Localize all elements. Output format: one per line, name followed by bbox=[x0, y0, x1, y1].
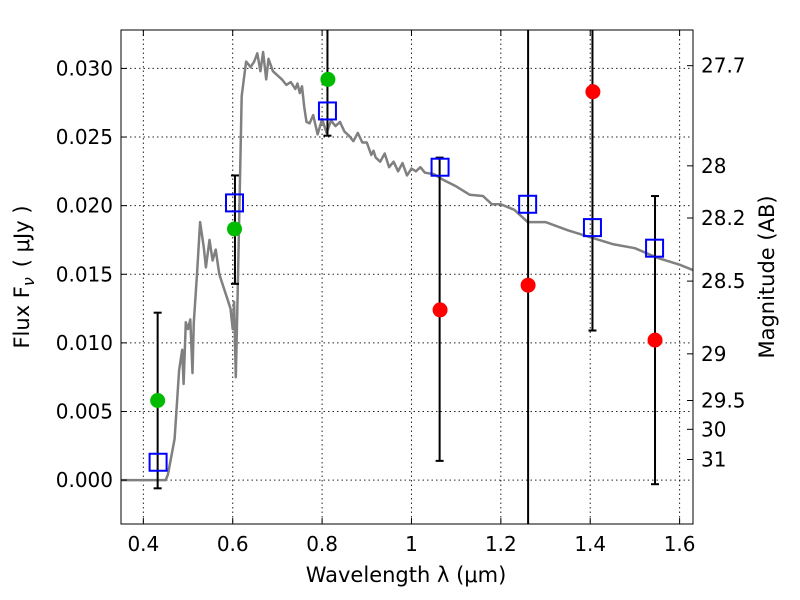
y-axis-title-main: Flux F bbox=[10, 286, 34, 348]
y2-tick-label: 30 bbox=[701, 417, 726, 441]
y-tick-label: 0.005 bbox=[56, 399, 113, 423]
y-axis-title-unit: ( μJy ) bbox=[10, 205, 34, 267]
observed-flux-point bbox=[150, 393, 166, 408]
x-tick-label: 1.2 bbox=[485, 532, 517, 556]
model-flux-square bbox=[225, 193, 245, 213]
x-tick-label: 0.4 bbox=[127, 532, 159, 556]
y-tick-label: 0.015 bbox=[56, 262, 113, 286]
y-axis-title: Flux Fν ( μJy ) bbox=[10, 205, 38, 348]
plot-frame bbox=[120, 29, 694, 525]
observed-flux-point bbox=[432, 302, 448, 318]
y-tick-label: 0.030 bbox=[56, 56, 113, 80]
x-tick-label: 1.4 bbox=[574, 532, 606, 556]
observed-flux-point bbox=[520, 277, 536, 293]
model-flux-square bbox=[317, 101, 337, 121]
y2-tick-label: 29 bbox=[701, 342, 726, 366]
secondary-y-axis-title: Magnitude (AB) bbox=[755, 195, 779, 358]
model-flux-square bbox=[518, 194, 538, 214]
y2-tick-label: 29.5 bbox=[701, 389, 746, 413]
x-axis-title: Wavelength λ (μm) bbox=[306, 563, 507, 587]
y-tick-label: 0.020 bbox=[56, 194, 113, 218]
y-tick-label: 0.000 bbox=[56, 468, 113, 492]
sed-model-line bbox=[121, 50, 693, 482]
y2-tick-label: 27.7 bbox=[701, 54, 746, 78]
y2-tick-label: 31 bbox=[701, 448, 726, 472]
model-flux-square bbox=[430, 157, 450, 177]
observed-flux-point bbox=[320, 71, 336, 87]
axes-ticks: 0.4 0.6 0.8 1 1.2 1.4 1.6 0.000 0.005 0.010 0.015 0… bbox=[56, 30, 746, 556]
observed-flux-point bbox=[647, 332, 663, 348]
observed-flux-point bbox=[585, 84, 601, 100]
y2-tick-label: 28 bbox=[701, 154, 726, 178]
y2-tick-label: 28.2 bbox=[701, 206, 746, 230]
observed-flux-point bbox=[227, 221, 243, 237]
y-axis-title-sub: ν bbox=[19, 277, 38, 286]
model-flux-square bbox=[148, 452, 168, 472]
x-tick-label: 1.6 bbox=[664, 532, 696, 556]
grid bbox=[121, 30, 693, 524]
model-flux-square bbox=[582, 218, 602, 238]
y2-tick-label: 28.5 bbox=[701, 269, 746, 293]
model-flux-square bbox=[645, 238, 665, 258]
x-tick-label: 0.8 bbox=[306, 532, 338, 556]
plot-area bbox=[121, 30, 693, 524]
y-tick-label: 0.025 bbox=[56, 125, 113, 149]
x-tick-label: 0.6 bbox=[217, 532, 249, 556]
y-tick-label: 0.010 bbox=[56, 331, 113, 355]
x-tick-label: 1 bbox=[405, 532, 418, 556]
